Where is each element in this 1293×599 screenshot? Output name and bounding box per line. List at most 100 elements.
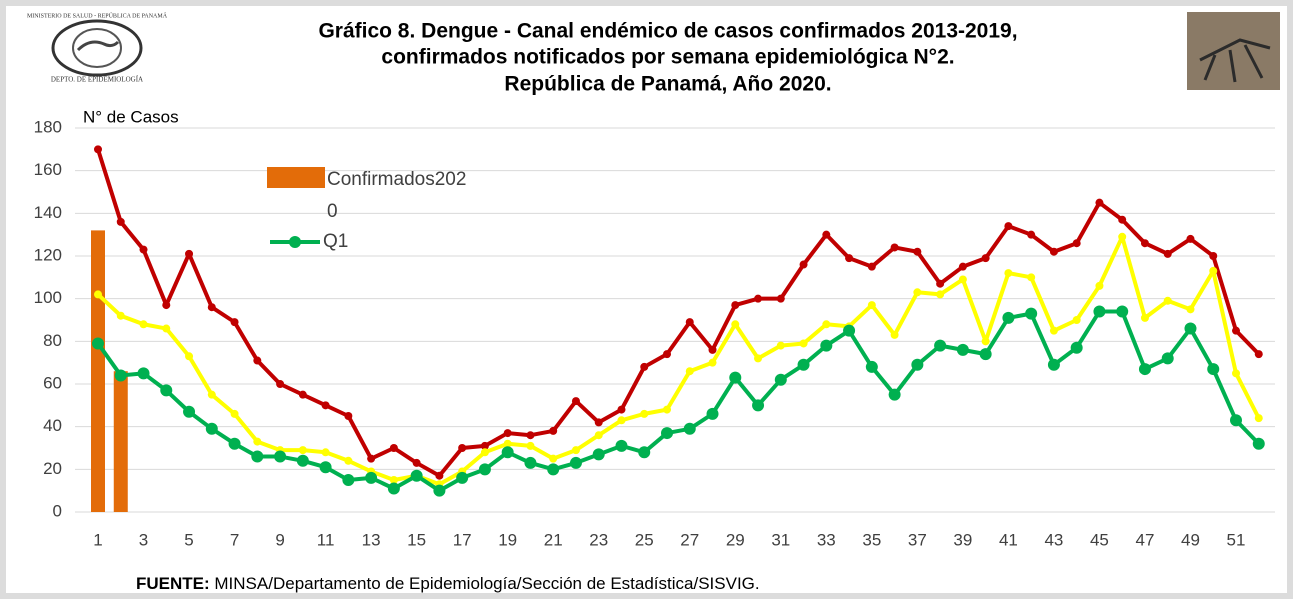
point bbox=[569, 456, 582, 469]
point bbox=[663, 350, 671, 359]
point bbox=[1207, 363, 1220, 376]
point bbox=[571, 446, 580, 455]
point bbox=[114, 369, 127, 382]
point bbox=[92, 337, 104, 350]
point bbox=[1140, 239, 1149, 248]
x-tick-label: 17 bbox=[453, 530, 472, 549]
point bbox=[640, 409, 649, 418]
point bbox=[137, 367, 150, 380]
point bbox=[888, 388, 901, 401]
point bbox=[663, 405, 671, 414]
point bbox=[822, 320, 831, 329]
point bbox=[820, 339, 833, 352]
point bbox=[1184, 322, 1197, 335]
bar bbox=[91, 230, 105, 512]
x-tick-label: 35 bbox=[862, 530, 881, 549]
point bbox=[890, 243, 899, 252]
point bbox=[94, 290, 102, 299]
point bbox=[412, 458, 421, 467]
point bbox=[1138, 363, 1151, 376]
chart-title: confirmados notificados por semana epide… bbox=[381, 46, 954, 69]
point bbox=[228, 437, 241, 450]
point bbox=[1254, 414, 1263, 423]
point bbox=[890, 330, 899, 339]
point bbox=[276, 380, 285, 388]
x-tick-label: 23 bbox=[589, 530, 608, 549]
point bbox=[936, 290, 945, 299]
point bbox=[1140, 313, 1149, 322]
point bbox=[865, 360, 878, 373]
point bbox=[867, 262, 876, 271]
point bbox=[501, 446, 514, 459]
x-tick-label: 45 bbox=[1090, 530, 1109, 549]
point bbox=[503, 439, 512, 448]
point bbox=[1209, 266, 1218, 275]
point bbox=[526, 431, 535, 440]
point bbox=[274, 450, 287, 463]
point bbox=[799, 339, 808, 348]
logo-eye bbox=[51, 19, 143, 77]
point bbox=[480, 441, 489, 450]
point bbox=[1072, 239, 1081, 248]
point bbox=[321, 401, 330, 410]
point bbox=[503, 429, 512, 438]
point bbox=[1002, 311, 1015, 324]
point bbox=[480, 448, 489, 457]
point bbox=[162, 324, 171, 333]
point bbox=[139, 320, 148, 329]
point bbox=[1070, 341, 1083, 354]
point bbox=[1049, 247, 1058, 256]
footer: FUENTE: MINSA/Departamento de Epidemiolo… bbox=[136, 574, 760, 593]
point bbox=[661, 427, 673, 440]
point bbox=[458, 444, 467, 452]
point bbox=[934, 339, 947, 352]
point bbox=[94, 145, 102, 154]
point bbox=[1025, 307, 1038, 320]
x-tick-label: 47 bbox=[1135, 530, 1154, 549]
point bbox=[389, 444, 398, 452]
y-tick-label: 20 bbox=[43, 459, 62, 478]
point bbox=[205, 422, 218, 435]
point bbox=[524, 456, 537, 469]
y-tick-label: 0 bbox=[53, 501, 62, 520]
logo-iris bbox=[72, 28, 122, 68]
chart-title: Gráfico 8. Dengue - Canal endémico de ca… bbox=[318, 20, 1017, 43]
point bbox=[1252, 437, 1265, 450]
point bbox=[1163, 296, 1172, 305]
line bbox=[96, 148, 1261, 478]
point bbox=[708, 345, 717, 354]
point bbox=[298, 446, 307, 455]
point bbox=[116, 311, 125, 320]
x-tick-label: 29 bbox=[726, 530, 745, 549]
footer-text: MINSA/Departamento de Epidemiología/Secc… bbox=[210, 574, 760, 593]
point bbox=[1072, 316, 1081, 324]
mosquito bbox=[1199, 38, 1271, 83]
point bbox=[1027, 273, 1036, 282]
x-tick-label: 43 bbox=[1044, 530, 1063, 549]
point bbox=[456, 471, 469, 484]
point bbox=[958, 275, 967, 284]
point bbox=[185, 249, 194, 258]
point bbox=[342, 474, 355, 486]
point bbox=[344, 412, 353, 420]
point bbox=[685, 318, 694, 327]
point bbox=[251, 450, 264, 463]
point bbox=[1047, 358, 1060, 371]
y-tick-label: 140 bbox=[34, 203, 62, 222]
y-tick-label: 80 bbox=[43, 331, 62, 350]
x-tick-label: 51 bbox=[1227, 530, 1246, 549]
point bbox=[433, 484, 446, 497]
point bbox=[754, 294, 763, 303]
logo-top: MINISTERIO DE SALUD - REPÚBLICA DE PANAM… bbox=[27, 11, 168, 19]
chart-title: República de Panamá, Año 2020. bbox=[504, 73, 831, 96]
point bbox=[162, 301, 171, 310]
point bbox=[1163, 249, 1172, 258]
point bbox=[410, 469, 423, 482]
x-tick-label: 19 bbox=[498, 530, 517, 549]
x-tick-label: 13 bbox=[362, 530, 381, 549]
footer-bold: FUENTE: bbox=[136, 574, 210, 593]
bar bbox=[113, 371, 128, 512]
point bbox=[1027, 230, 1036, 239]
x-tick-label: 21 bbox=[544, 530, 563, 549]
